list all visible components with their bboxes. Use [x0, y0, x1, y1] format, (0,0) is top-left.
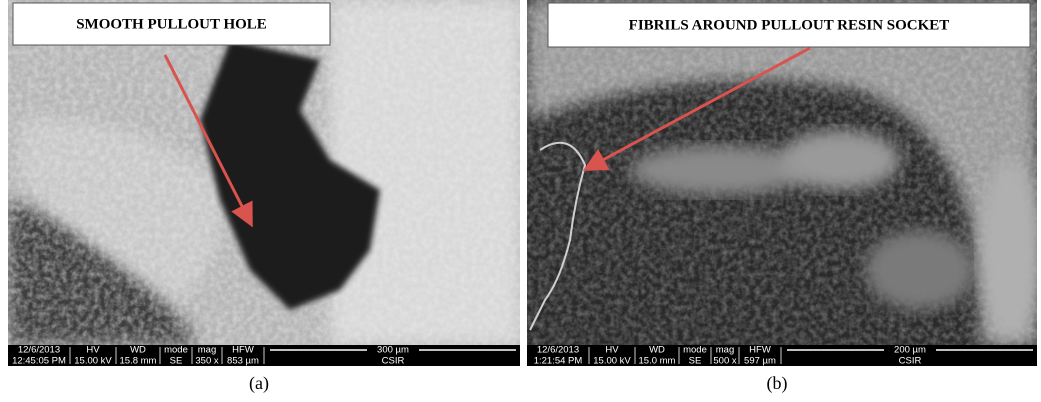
- caption: (b): [767, 373, 788, 394]
- info-value: 15.00 kV: [74, 356, 112, 367]
- info-value: 15.00 kV: [593, 356, 631, 367]
- info-value: 15.0 mm: [639, 356, 676, 367]
- info-key: mode: [683, 345, 707, 356]
- info-value: 853 µm: [227, 356, 259, 367]
- info-key: HV: [86, 345, 100, 356]
- organization: CSIR: [899, 356, 922, 367]
- sem-image-a: [8, 0, 520, 345]
- info-key: HV: [605, 345, 619, 356]
- info-key: WD: [130, 345, 146, 356]
- sem-image-b: [527, 0, 1040, 345]
- info-value: 500 x: [713, 356, 736, 367]
- info-key: 12/6/2013: [18, 345, 60, 356]
- info-key: HFW: [232, 345, 254, 356]
- info-key: mode: [164, 345, 188, 356]
- info-value: 12:45:05 PM: [12, 356, 66, 367]
- caption: (a): [249, 373, 269, 394]
- info-value: 350 x: [195, 356, 218, 367]
- figure: SMOOTH PULLOUT HOLE12/6/201312:45:05 PMH…: [0, 0, 1041, 402]
- info-key: WD: [649, 345, 665, 356]
- info-value: 15.8 mm: [120, 356, 157, 367]
- panel-label: SMOOTH PULLOUT HOLE: [76, 16, 267, 32]
- info-key: 12/6/2013: [537, 345, 579, 356]
- info-key: mag: [198, 345, 216, 356]
- info-value: 1:21:54 PM: [534, 356, 583, 367]
- organization: CSIR: [382, 356, 405, 367]
- info-value: SE: [170, 356, 183, 367]
- info-value: SE: [689, 356, 702, 367]
- info-value: 597 µm: [744, 356, 776, 367]
- scale-label: 200 µm: [894, 345, 926, 356]
- scale-label: 300 µm: [377, 345, 409, 356]
- info-key: HFW: [749, 345, 771, 356]
- panel-label: FIBRILS AROUND PULLOUT RESIN SOCKET: [629, 17, 950, 33]
- info-key: mag: [716, 345, 734, 356]
